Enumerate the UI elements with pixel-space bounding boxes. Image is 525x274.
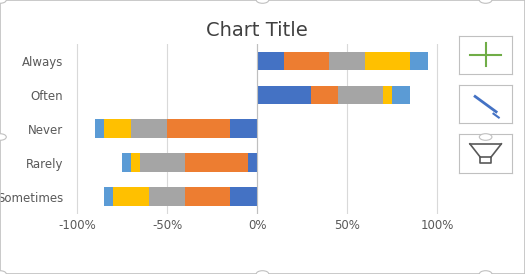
Bar (113, 187, 149, 206)
Bar (95, 119, 104, 138)
Bar (257, 85, 311, 104)
Bar (185, 153, 248, 172)
Bar (311, 85, 338, 104)
Bar (365, 52, 410, 70)
Bar (410, 52, 428, 70)
Bar (149, 187, 185, 206)
Bar (230, 119, 257, 138)
Bar (329, 52, 365, 70)
Title: Chart Title: Chart Title (206, 21, 308, 39)
Bar (104, 187, 113, 206)
Legend: YouTube, Meta (Facebook), Instagram, SnapChat, Twitter: YouTube, Meta (Facebook), Instagram, Sna… (62, 270, 453, 274)
Bar (257, 52, 284, 70)
Bar (104, 119, 131, 138)
Bar (140, 153, 185, 172)
Bar (338, 85, 383, 104)
Bar (392, 85, 410, 104)
Bar (131, 119, 167, 138)
Bar (284, 52, 329, 70)
Bar (167, 119, 230, 138)
Bar (185, 187, 230, 206)
Bar (230, 187, 257, 206)
Bar (248, 153, 257, 172)
Bar (383, 85, 392, 104)
Bar (131, 153, 140, 172)
Bar (122, 153, 131, 172)
